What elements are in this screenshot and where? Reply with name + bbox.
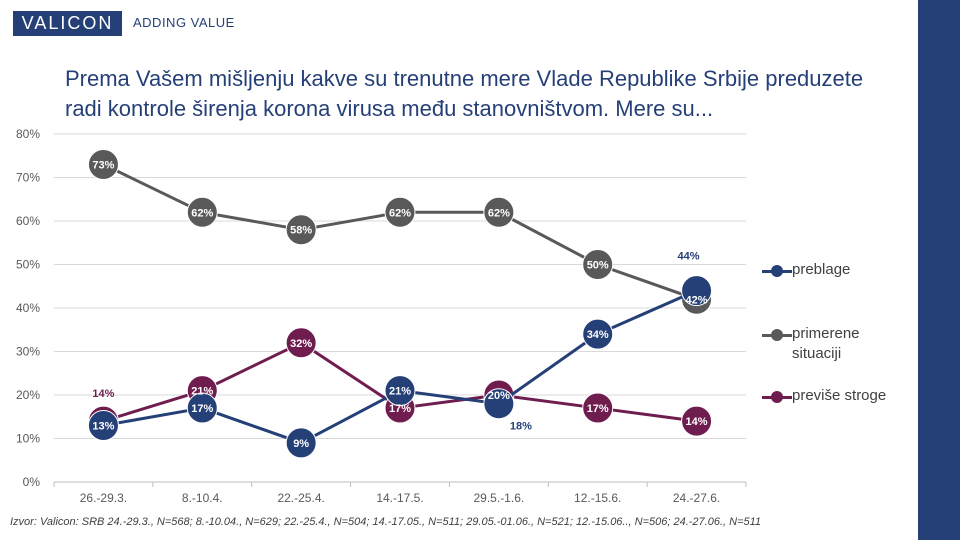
data-point-preblage <box>582 318 614 350</box>
data-point-previ-e-stroge <box>582 392 614 424</box>
data-label-primerene-situaciji: 62% <box>191 207 213 219</box>
data-label-preblage: 34% <box>587 329 609 341</box>
legend-marker-icon <box>762 386 792 406</box>
data-point-preblage <box>87 409 119 441</box>
data-label-primerene-situaciji: 58% <box>290 225 312 237</box>
y-tick-label: 50% <box>16 258 40 272</box>
data-point-preblage <box>483 388 515 420</box>
legend-item-primerene-situaciji: primerene situaciji <box>762 324 902 364</box>
data-point-previ-e-stroge <box>285 327 317 359</box>
data-point-primerene-situaciji <box>582 249 614 280</box>
data-label-previ-e-stroge: 20% <box>488 390 510 402</box>
data-label-previ-e-stroge: 21% <box>191 386 213 398</box>
data-point-preblage <box>384 375 416 407</box>
legend-item-previse-stroge: previše stroge <box>762 386 902 406</box>
y-tick-label: 40% <box>16 301 40 315</box>
x-tick-label: 8.-10.4. <box>182 491 223 505</box>
y-tick-label: 10% <box>16 432 40 446</box>
y-tick-label: 80% <box>16 127 40 141</box>
data-label-primerene-situaciji: 62% <box>389 207 411 219</box>
y-tick-label: 20% <box>16 388 40 402</box>
x-tick-label: 24.-27.6. <box>673 491 720 505</box>
data-label-previ-e-stroge: 17% <box>587 403 609 415</box>
data-label-preblage: 21% <box>389 386 411 398</box>
x-tick-label: 14.-17.5. <box>376 491 423 505</box>
data-point-primerene-situaciji <box>384 196 416 228</box>
logo-text: VALICON <box>21 13 114 33</box>
y-tick-label: 70% <box>16 171 40 185</box>
valicon-logo: VALICON <box>13 11 122 36</box>
data-point-preblage <box>681 275 713 307</box>
data-label-primerene-situaciji: 42% <box>686 294 708 306</box>
data-label-primerene-situaciji: 73% <box>92 159 114 171</box>
right-accent-bar <box>918 0 960 540</box>
x-tick-label: 26.-29.3. <box>80 491 127 505</box>
data-label-primerene-situaciji: 62% <box>488 207 510 219</box>
data-point-primerene-situaciji <box>186 196 218 228</box>
data-label-previ-e-stroge: 14% <box>686 416 708 428</box>
data-point-primerene-situaciji <box>483 196 515 228</box>
source-note: Izvor: Valicon: SRB 24.-29.3., N=568; 8.… <box>10 516 762 528</box>
x-tick-label: 12.-15.6. <box>574 491 621 505</box>
y-tick-label: 60% <box>16 214 40 228</box>
data-label-primerene-situaciji: 50% <box>587 260 609 272</box>
data-label-preblage: 9% <box>293 438 309 450</box>
legend-marker-icon <box>762 260 792 280</box>
data-label-previ-e-stroge: 14% <box>92 388 114 400</box>
data-point-primerene-situaciji <box>87 148 119 180</box>
y-tick-label: 30% <box>16 345 40 359</box>
y-tick-label: 0% <box>23 475 41 489</box>
legend-item-preblage: preblage <box>762 260 902 280</box>
data-label-previ-e-stroge: 17% <box>389 403 411 415</box>
data-point-preblage <box>285 427 317 459</box>
x-tick-label: 22.-25.4. <box>277 491 324 505</box>
series-line-primerene-situaciji <box>102 163 698 301</box>
legend-marker-icon <box>762 324 792 344</box>
data-label-preblage: 44% <box>678 251 700 263</box>
legend-label: primerene situaciji <box>792 325 860 362</box>
data-point-primerene-situaciji <box>285 214 317 246</box>
data-label-previ-e-stroge: 32% <box>290 338 312 350</box>
data-point-previ-e-stroge <box>681 405 713 437</box>
data-point-preblage <box>186 392 218 424</box>
legend-label: previše stroge <box>792 387 887 404</box>
data-label-preblage: 17% <box>191 403 213 415</box>
tagline: ADDING VALUE <box>133 15 235 30</box>
data-label-preblage: 13% <box>92 420 114 432</box>
legend-label: preblage <box>792 261 851 278</box>
data-label-preblage: 18% <box>510 421 532 433</box>
chart-title: Prema Vašem mišljenju kakve su trenutne … <box>65 66 864 121</box>
x-tick-label: 29.5.-1.6. <box>474 491 525 505</box>
